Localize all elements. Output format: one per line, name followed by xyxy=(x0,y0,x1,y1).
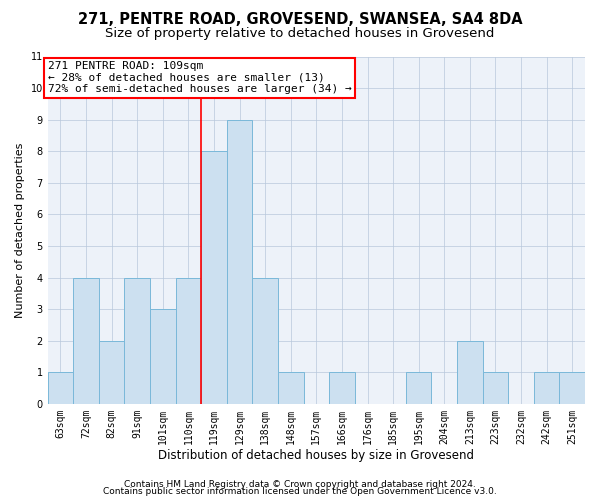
Bar xyxy=(406,372,431,404)
Text: Contains HM Land Registry data © Crown copyright and database right 2024.: Contains HM Land Registry data © Crown c… xyxy=(124,480,476,489)
Text: Size of property relative to detached houses in Grovesend: Size of property relative to detached ho… xyxy=(106,28,494,40)
Bar xyxy=(150,309,176,404)
Bar xyxy=(278,372,304,404)
Bar xyxy=(482,372,508,404)
Bar xyxy=(559,372,585,404)
Y-axis label: Number of detached properties: Number of detached properties xyxy=(15,142,25,318)
Bar xyxy=(99,340,124,404)
Bar xyxy=(47,372,73,404)
Bar xyxy=(176,278,201,404)
Bar xyxy=(534,372,559,404)
Bar xyxy=(457,340,482,404)
Bar xyxy=(329,372,355,404)
Text: 271, PENTRE ROAD, GROVESEND, SWANSEA, SA4 8DA: 271, PENTRE ROAD, GROVESEND, SWANSEA, SA… xyxy=(77,12,523,28)
X-axis label: Distribution of detached houses by size in Grovesend: Distribution of detached houses by size … xyxy=(158,450,475,462)
Bar xyxy=(124,278,150,404)
Bar xyxy=(227,120,253,404)
Text: Contains public sector information licensed under the Open Government Licence v3: Contains public sector information licen… xyxy=(103,487,497,496)
Text: 271 PENTRE ROAD: 109sqm
← 28% of detached houses are smaller (13)
72% of semi-de: 271 PENTRE ROAD: 109sqm ← 28% of detache… xyxy=(47,61,352,94)
Bar xyxy=(253,278,278,404)
Bar xyxy=(73,278,99,404)
Bar xyxy=(201,151,227,404)
